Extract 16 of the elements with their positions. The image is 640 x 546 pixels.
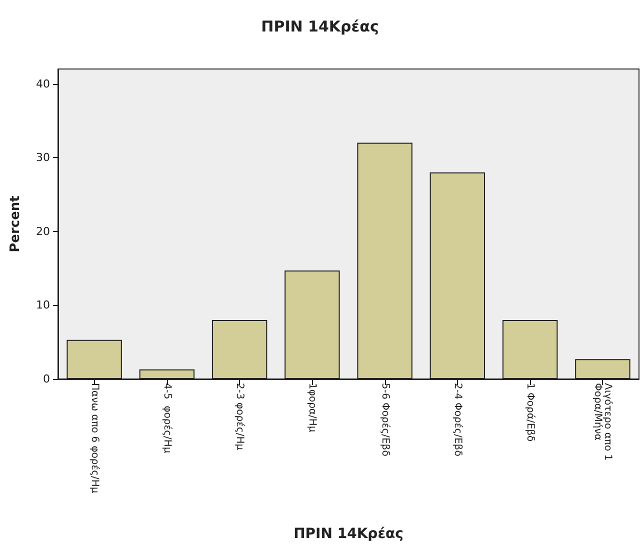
x-tick-label: 4-5 φορές/Ημ <box>161 383 172 454</box>
x-tick-label: 1 Φορά/Εβδ <box>524 383 536 442</box>
y-tick-label: 10 <box>36 298 50 312</box>
x-tick-label: Πανω απο 6 φορές/Ημ <box>88 383 100 494</box>
chart-title: ΠΡΙΝ 14Κρέας <box>261 18 379 36</box>
x-tick-label: 1φορα/Ημ <box>306 383 318 433</box>
x-tick-label: Λιγότερο απο 1 Φορα/Μήνα <box>592 383 614 461</box>
x-tick-label: 2-4 Φορές/Εβδ <box>452 383 463 456</box>
y-tick-label: 30 <box>36 151 50 164</box>
x-tick-label: 5-6 Φορές/Εβδ <box>379 383 390 456</box>
y-tick-label: 40 <box>36 77 50 90</box>
x-tick-label: 2-3 φορές/Ημ <box>234 383 246 451</box>
y-axis-title: Percent <box>8 196 23 252</box>
y-tick-label: 0 <box>43 372 50 386</box>
x-axis-title: ΠΡΙΝ 14Κρέας <box>294 526 404 542</box>
y-tick-label: 20 <box>36 224 50 238</box>
